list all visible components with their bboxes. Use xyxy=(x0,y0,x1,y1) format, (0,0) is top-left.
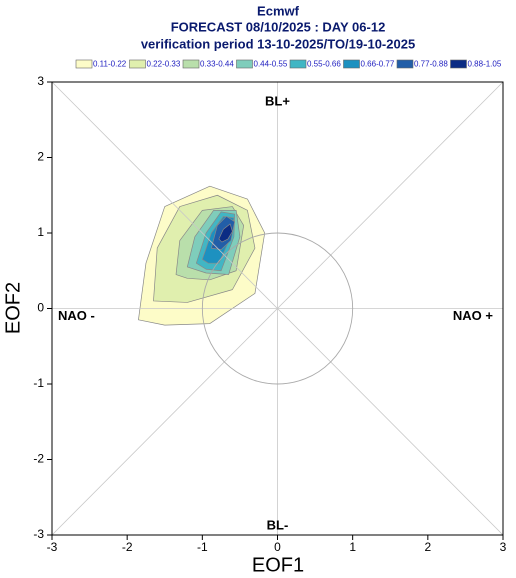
y-tick-label: -1 xyxy=(33,376,44,390)
title-line: verification period 13-10-2025/TO/19-10-… xyxy=(141,36,415,51)
legend-label: 0.55-0.66 xyxy=(307,60,341,69)
legend-swatch xyxy=(129,59,146,69)
x-tick-label: 0 xyxy=(274,540,281,554)
legend-swatch xyxy=(75,59,93,69)
x-tick-label: -1 xyxy=(197,540,208,554)
legend-label: 0.44-0.55 xyxy=(254,60,288,69)
legend-label: 0.22-0.33 xyxy=(147,60,181,69)
unit-circle xyxy=(201,232,354,385)
legend-swatch xyxy=(182,59,200,69)
y-tick-label: -3 xyxy=(33,527,44,541)
y-tick-label: 1 xyxy=(37,225,44,239)
x-tick-label: -3 xyxy=(47,540,58,554)
title-line: Ecmwf xyxy=(257,3,300,18)
y-tick-label: 3 xyxy=(37,74,44,88)
y-axis-label: EOF2 xyxy=(2,282,24,334)
y-tick-label: 0 xyxy=(37,301,44,315)
x-tick-label: 3 xyxy=(500,540,507,554)
x-tick-label: 1 xyxy=(349,540,356,554)
legend-swatch xyxy=(343,59,360,69)
region-label: NAO + xyxy=(453,308,494,323)
region-label: NAO - xyxy=(58,308,95,323)
x-tick-label: 2 xyxy=(424,540,431,554)
legend-label: 0.88-1.05 xyxy=(468,60,502,69)
region-label: BL+ xyxy=(265,93,290,108)
legend-label: 0.77-0.88 xyxy=(414,60,448,69)
contour xyxy=(218,223,233,243)
legend-label: 0.66-0.77 xyxy=(361,60,395,69)
title-line: FORECAST 08/10/2025 : DAY 06-12 xyxy=(171,19,386,34)
legend-label: 0.33-0.44 xyxy=(200,60,234,69)
region-label: BL- xyxy=(267,517,289,532)
y-tick-label: -2 xyxy=(33,452,44,466)
legend-swatch xyxy=(450,59,467,69)
y-tick-label: 2 xyxy=(37,150,44,164)
legend-label: 0.11-0.22 xyxy=(93,60,127,69)
legend-swatch xyxy=(236,59,253,69)
legend-swatch xyxy=(289,59,307,69)
legend-swatch xyxy=(396,59,414,69)
x-tick-label: -2 xyxy=(122,540,133,554)
x-axis-label: EOF1 xyxy=(252,554,304,576)
